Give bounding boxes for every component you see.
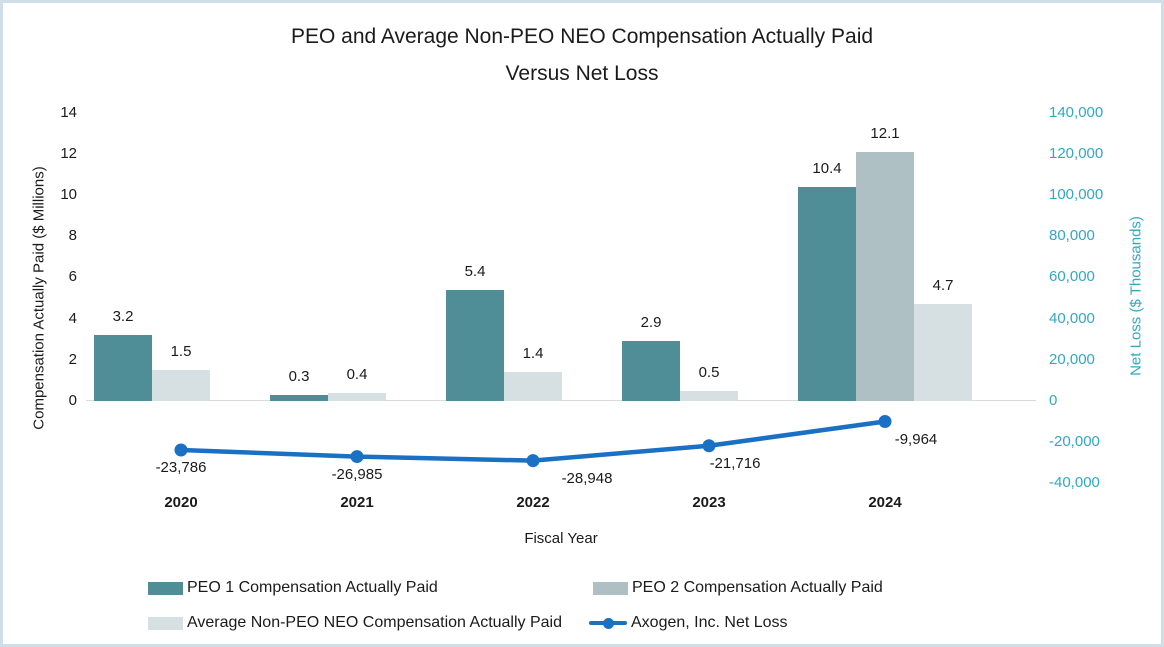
right-axis-tick: 100,000	[1049, 186, 1104, 203]
bar-value-label: 5.4	[464, 262, 486, 280]
left-axis-tick: 8	[68, 227, 77, 245]
bar-value-label: 3.2	[112, 308, 134, 326]
right-axis-tick: 120,000	[1049, 144, 1104, 162]
bar-avg-neo	[680, 390, 738, 401]
bar-peo2	[856, 151, 914, 401]
bar-value-label: 12.1	[870, 124, 900, 142]
bar-value-label: 1.5	[170, 343, 192, 361]
right-axis-tick: 40,000	[1049, 309, 1095, 327]
x-tick-year: 2021	[340, 494, 374, 511]
bar-value-label: 0.4	[346, 365, 368, 383]
x-tick-year: 2020	[164, 494, 198, 511]
bar-avg-neo	[504, 372, 562, 401]
bar-value-label: 0.5	[698, 363, 720, 381]
left-axis-tick: 4	[68, 309, 77, 327]
plot-area: 0 2 4 6 8 10 12 14 140,000 120,000 100,000 80,000 60…	[3, 3, 1161, 644]
right-axis-tick: -40,000	[1049, 474, 1100, 492]
bar-value-label: 10.4	[812, 159, 842, 177]
right-axis-tick: 20,000	[1049, 350, 1095, 368]
right-axis-tick: 140,000	[1049, 103, 1104, 121]
bar-value-label: 0.3	[288, 367, 310, 385]
right-axis-tick: 60,000	[1049, 268, 1095, 286]
bar-peo1	[622, 341, 680, 401]
left-axis-tick: 0	[68, 392, 77, 409]
x-tick-year: 2022	[516, 494, 550, 511]
bar-avg-neo	[328, 392, 386, 401]
bar-value-label: 2.9	[640, 314, 662, 332]
net-loss-line	[174, 415, 892, 468]
right-axis-tick: -20,000	[1049, 433, 1100, 451]
bar-peo1	[798, 186, 856, 401]
right-axis-tick: 0	[1049, 392, 1058, 409]
line-point-label: -21,716	[709, 454, 761, 472]
left-axis-tick: 2	[68, 350, 77, 368]
bar-peo1	[270, 394, 328, 401]
bar-peo1	[446, 289, 504, 401]
x-tick-year: 2024	[868, 494, 902, 511]
line-point-label: -28,948	[561, 469, 613, 487]
left-axis-tick: 10	[60, 186, 77, 203]
chart-title-line2: Versus Net Loss	[505, 62, 659, 85]
left-axis-tick: 6	[68, 268, 77, 286]
chart-title-line1: PEO and Average Non-PEO NEO Compensation…	[290, 25, 874, 48]
bar-avg-neo	[152, 370, 210, 401]
x-axis-title: Fiscal Year	[524, 530, 598, 547]
x-tick-year: 2023	[692, 494, 726, 511]
bar-value-label: 4.7	[932, 277, 954, 295]
line-point-label: -23,786	[155, 458, 207, 476]
line-point-label: -9,964	[894, 430, 938, 448]
bar-value-label: 1.4	[522, 345, 544, 363]
left-axis-tick: 12	[60, 144, 77, 162]
bar-peo1	[94, 335, 152, 401]
right-axis-tick: 80,000	[1049, 227, 1095, 245]
line-point-label: -26,985	[331, 465, 383, 483]
bar-avg-neo	[914, 304, 972, 401]
left-axis-tick: 14	[60, 103, 77, 121]
